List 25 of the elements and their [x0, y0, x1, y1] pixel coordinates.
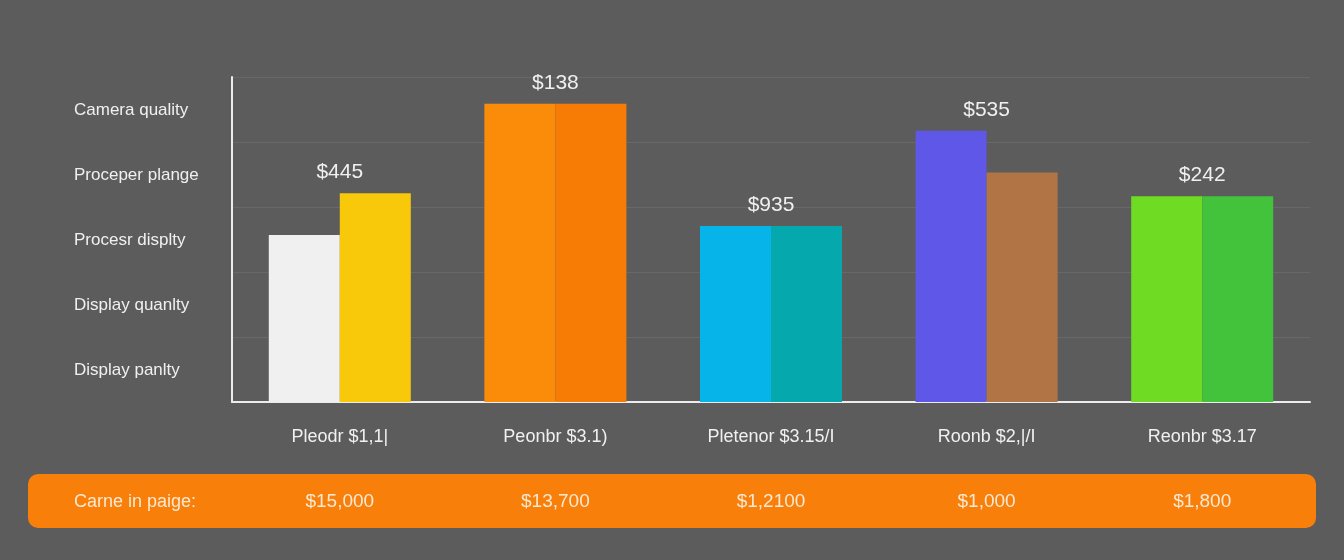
bar: [339, 193, 411, 402]
x-tick-label: Peonbr $3.1): [503, 426, 608, 446]
table-row: Carne in paige: $15,000 $13,700 $1,2100 $1,000 $1,800: [28, 474, 1316, 528]
bar: [1202, 196, 1274, 402]
text: Camera quality: [74, 100, 189, 119]
bar: [771, 226, 842, 402]
annotation: $535: [963, 96, 1010, 120]
bar: [986, 172, 1058, 402]
x-tick-label: Pletenor $3.15/I: [707, 426, 835, 446]
x-tick-label: Reonbr $3.17: [1147, 426, 1257, 446]
bar: [555, 103, 627, 402]
annotation: $445: [316, 159, 364, 183]
x-tick-label: Roonb $2,|/I: [937, 426, 1036, 446]
annotation: $935: [747, 192, 795, 216]
text: Proceper plange: [74, 165, 199, 184]
bar: [700, 226, 771, 402]
x-tick-label: Pleodr $1,1|: [291, 426, 389, 446]
text: Display quanlty: [74, 295, 190, 314]
bar: [484, 103, 556, 402]
bar: [915, 130, 987, 402]
bar: [1131, 196, 1203, 402]
text: Procesr displty: [74, 230, 186, 249]
text: Display panlty: [74, 360, 181, 379]
annotation: $138: [532, 69, 579, 93]
annotation: $242: [1178, 162, 1226, 186]
